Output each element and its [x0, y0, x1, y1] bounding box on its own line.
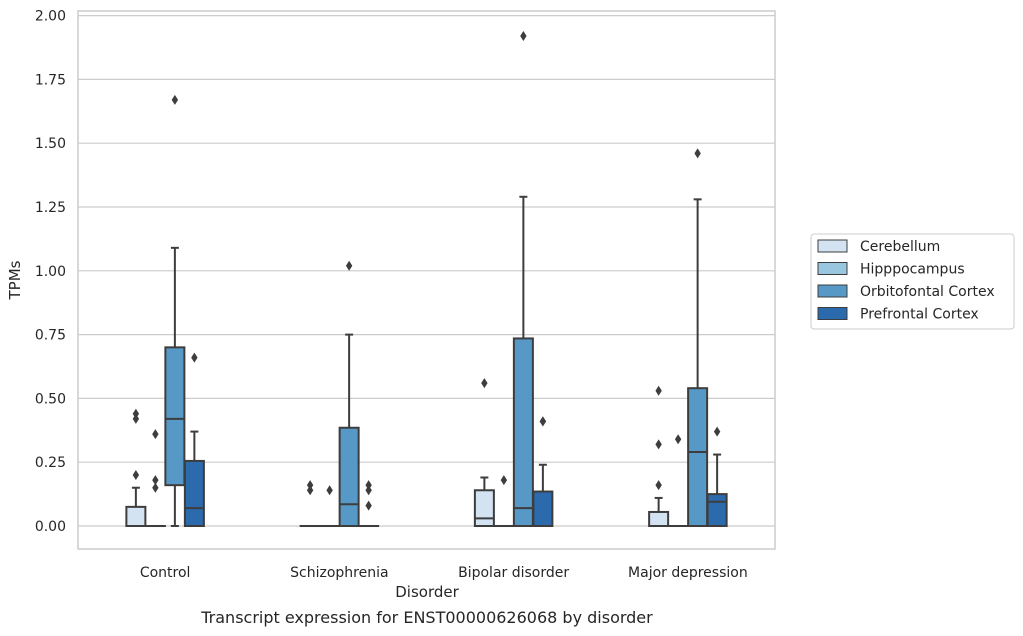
box-cerebellum: [299, 480, 321, 528]
plot-frame: [77, 10, 776, 550]
outlier-point: [539, 416, 547, 427]
box-prefrontal-cortex: [532, 416, 554, 528]
y-tick-label: 0.00: [35, 519, 66, 535]
legend-frame: [810, 233, 1015, 330]
box-iqr: [473, 489, 495, 528]
box-prefrontal-cortex: [706, 426, 728, 528]
y-tick-label: 1.75: [35, 72, 66, 88]
box-iqr: [648, 510, 670, 527]
box-hipppocampus: [319, 485, 341, 528]
x-axis-title: Disorder: [395, 583, 459, 601]
outlier-point: [713, 426, 721, 437]
outlier-point: [171, 94, 179, 105]
box-hipppocampus: [144, 429, 166, 528]
box-orbitofontal-cortex: [164, 94, 186, 527]
box-cerebellum: [125, 408, 147, 527]
outlier-point: [655, 385, 662, 396]
box-iqr: [164, 346, 186, 487]
legend-label: Hipppocampus: [860, 262, 965, 278]
y-tick-label: 0.75: [35, 328, 66, 344]
outlier-point: [655, 439, 662, 450]
outlier-point: [191, 352, 198, 363]
x-tick-labels: Control Schizophrenia Bipolar disorder Majo…: [140, 565, 748, 581]
outlier-point: [132, 408, 140, 419]
outlier-point: [326, 485, 333, 496]
outlier-point: [365, 500, 372, 511]
outlier-point: [306, 480, 314, 491]
legend-swatch: [817, 239, 848, 253]
outlier-point: [365, 480, 372, 491]
y-tick-labels: 0.00 0.25 0.50 0.75 1.00 1.25 1.50 1.75 2.00: [35, 9, 66, 535]
outlier-point: [481, 378, 488, 389]
outlier-point: [152, 429, 159, 440]
box-iqr: [338, 426, 360, 527]
outlier-point: [306, 485, 314, 496]
box-hipppocampus: [493, 475, 515, 528]
outlier-point: [132, 469, 140, 480]
chart-caption: Transcript expression for ENST0000062606…: [200, 608, 653, 627]
y-tick-label: 1.00: [35, 264, 66, 280]
y-tick-label: 0.25: [35, 455, 66, 471]
box-cerebellum: [648, 385, 670, 527]
outlier-point: [365, 485, 372, 496]
outlier-point: [152, 475, 159, 486]
outlier-point: [694, 148, 701, 159]
box-iqr: [706, 493, 728, 528]
box-orbitofontal-cortex: [338, 260, 360, 527]
box-orbitofontal-cortex: [512, 31, 534, 528]
outlier-point: [152, 482, 159, 493]
legend-label: Cerebellum: [860, 239, 940, 255]
box-hipppocampus: [667, 434, 689, 528]
box-elements: [125, 31, 728, 528]
box-orbitofontal-cortex: [687, 148, 709, 527]
box-iqr: [125, 505, 147, 527]
box-iqr: [532, 490, 554, 528]
box-prefrontal-cortex: [358, 480, 380, 528]
legend-swatch: [817, 262, 848, 275]
box-iqr: [687, 387, 709, 527]
x-tick-label: Schizophrenia: [290, 565, 388, 581]
y-tick-label: 1.50: [35, 136, 66, 152]
x-tick-label: Major depression: [628, 565, 748, 581]
outlier-point: [674, 434, 682, 445]
outlier-point: [655, 480, 662, 491]
outlier-point: [345, 260, 353, 271]
y-tick-label: 2.00: [35, 9, 66, 25]
legend-label: Orbitofontal Cortex: [860, 284, 995, 300]
legend: Cerebellum Hipppocampus Orbitofontal Corte…: [810, 233, 1015, 330]
box-cerebellum: [473, 378, 495, 528]
legend-swatch: [817, 284, 848, 298]
y-tick-label: 1.25: [35, 200, 66, 216]
legend-label: Prefrontal Cortex: [860, 307, 979, 323]
box-iqr: [183, 459, 205, 528]
outlier-point: [520, 31, 527, 42]
y-axis-title: TPMs: [6, 260, 24, 300]
y-tick-label: 0.50: [35, 391, 66, 407]
outlier-point: [132, 413, 140, 424]
outlier-point: [500, 475, 508, 486]
x-tick-label: Bipolar disorder: [458, 565, 569, 581]
x-tick-label: Control: [140, 565, 191, 581]
box-prefrontal-cortex: [183, 352, 205, 528]
box-iqr: [512, 337, 534, 528]
legend-swatch: [817, 307, 848, 320]
